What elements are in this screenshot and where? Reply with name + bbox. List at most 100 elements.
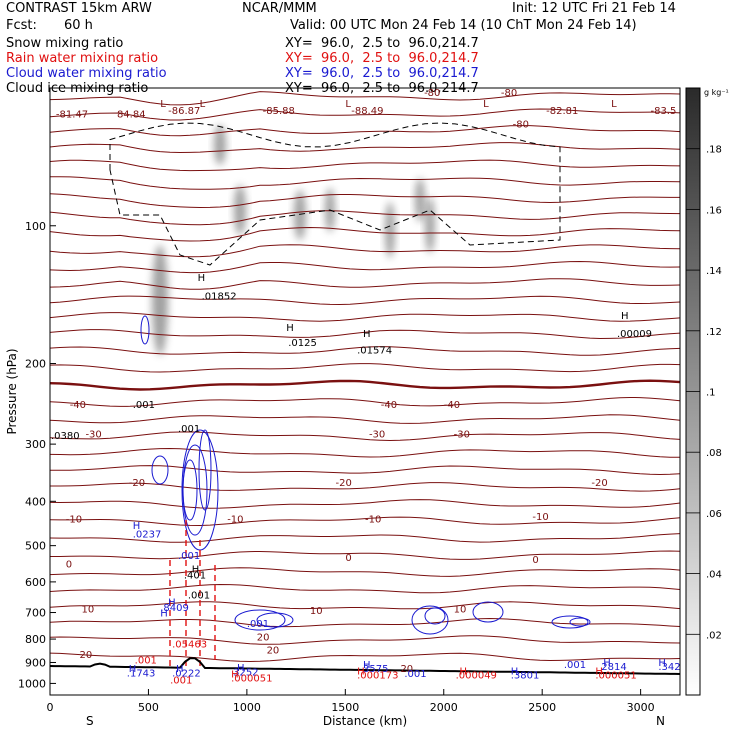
- contour-label: H: [357, 666, 365, 677]
- cloud-water-contour: [140, 315, 150, 345]
- contour-label: .001: [188, 591, 210, 602]
- snow-shade: [234, 185, 246, 235]
- snow-shading-layer: [152, 125, 435, 355]
- valid-time: Valid: 00 UTC Mon 24 Feb 14 (10 ChT Mon …: [290, 18, 637, 33]
- legend-snow-xy: XY= 96.0, 2.5 to 96.0,214.7: [285, 36, 479, 51]
- contour-label: .000173: [357, 670, 398, 681]
- contour-label: -30: [369, 429, 385, 440]
- isotherm: [49, 125, 681, 137]
- contour-label: -81.47: [56, 109, 88, 120]
- contour-label: L: [345, 99, 351, 110]
- y-tick-label: 900: [25, 656, 46, 669]
- contour-label: -20: [591, 478, 607, 489]
- cloud-water-contour: [472, 601, 504, 623]
- colorbar-tick-label: .14: [706, 266, 722, 277]
- x-tick-label: 2000: [430, 701, 458, 714]
- cloud-water-contour: [551, 615, 589, 629]
- contour-label: 3252: [233, 667, 258, 678]
- y-tick-label: 400: [25, 495, 46, 508]
- contour-label: 84.84: [117, 109, 146, 120]
- cloud-water-contour: [198, 429, 212, 511]
- terrain-line: [49, 657, 681, 675]
- isotherm: [49, 159, 681, 172]
- contour-label: -20: [129, 478, 145, 489]
- contour-label: H: [160, 609, 168, 620]
- y-tick-label: 800: [25, 633, 46, 646]
- contour-label: 2814: [601, 662, 626, 673]
- y-axis-label: Pressure (hPa): [5, 348, 19, 434]
- contour-label: .001: [135, 656, 157, 667]
- cloud-water-contour: [234, 609, 286, 631]
- contour-label: -80: [424, 88, 440, 99]
- cloud-water-contour: [569, 617, 591, 627]
- init-time: Init: 12 UTC Fri 21 Feb 14: [512, 1, 676, 16]
- contour-label: .000051: [595, 670, 636, 681]
- cloud-water-contours: [140, 315, 591, 635]
- contour-label: -82.81: [546, 106, 578, 117]
- contour-label: L: [483, 99, 489, 110]
- contour-label: H: [286, 323, 294, 334]
- contour-label: .05463: [172, 640, 207, 651]
- y-tick-label: 700: [25, 607, 46, 620]
- y-tick-label: 200: [25, 358, 46, 371]
- contour-label: .0222: [172, 669, 201, 680]
- colorbar-tick-label: .06: [706, 509, 722, 520]
- isotherm: [49, 346, 681, 356]
- colorbar-unit: g kg⁻¹: [704, 88, 729, 97]
- isotherm: [49, 635, 681, 645]
- contour-label: -83.5: [650, 106, 676, 117]
- isotherm: [49, 583, 681, 594]
- colorbar-tick-label: .08: [706, 448, 722, 459]
- contour-label: -30: [85, 429, 101, 440]
- cloud-water-contour: [424, 607, 446, 625]
- contour-label: .401: [184, 571, 206, 582]
- contour-label: 20: [267, 645, 280, 656]
- isotherm: [49, 91, 681, 106]
- contour-label: .001: [133, 400, 155, 411]
- snow-shade: [385, 202, 395, 258]
- legend-rain-label: Rain water mixing ratio: [6, 51, 159, 66]
- contour-label: -10: [365, 514, 381, 525]
- isotherm: [49, 414, 681, 424]
- contour-label: H: [168, 597, 176, 608]
- isotherm: [49, 533, 681, 543]
- contour-label: -10: [227, 514, 243, 525]
- contour-label: H: [460, 666, 468, 677]
- contour-label: .000051: [231, 673, 272, 684]
- y-tick-label: 500: [25, 540, 46, 553]
- cloud-water-contour: [182, 459, 198, 521]
- cloud-ice-contours: [109, 122, 561, 266]
- isotherm: [49, 260, 681, 274]
- contour-label: -10: [66, 514, 82, 525]
- contour-label: .3801: [511, 670, 540, 681]
- fcst-value: 60 h: [64, 18, 93, 33]
- x-tick-label: 3000: [627, 701, 655, 714]
- contour-label: H: [621, 311, 629, 322]
- contour-label: H: [237, 663, 245, 674]
- x-tick-label: 1000: [233, 701, 261, 714]
- contour-label: H: [511, 666, 519, 677]
- cloud-ice-outline: [109, 122, 561, 266]
- contour-label: -80: [513, 120, 529, 131]
- cloud-water-contour: [256, 612, 294, 628]
- rain-contours: [169, 520, 216, 668]
- contour-label: H: [363, 660, 371, 671]
- isotherm: [49, 601, 681, 610]
- snow-shade: [152, 245, 168, 355]
- contour-label: -10: [532, 512, 548, 523]
- contour-label: 20: [400, 664, 413, 675]
- contour-label: H: [595, 666, 603, 677]
- contour-label: -20: [335, 478, 351, 489]
- model-title: CONTRAST 15km ARW: [6, 1, 152, 16]
- contour-label: .001: [170, 675, 192, 686]
- isotherm: [49, 226, 681, 242]
- contour-label: -30: [454, 429, 470, 440]
- isotherm: [49, 363, 681, 373]
- colorbar-tick-label: .12: [706, 327, 722, 338]
- contour-label: 20: [80, 650, 93, 661]
- isotherm: [49, 244, 681, 258]
- contour-label: 10: [310, 606, 323, 617]
- isotherm: [49, 312, 681, 322]
- terrain-profile: [49, 657, 681, 675]
